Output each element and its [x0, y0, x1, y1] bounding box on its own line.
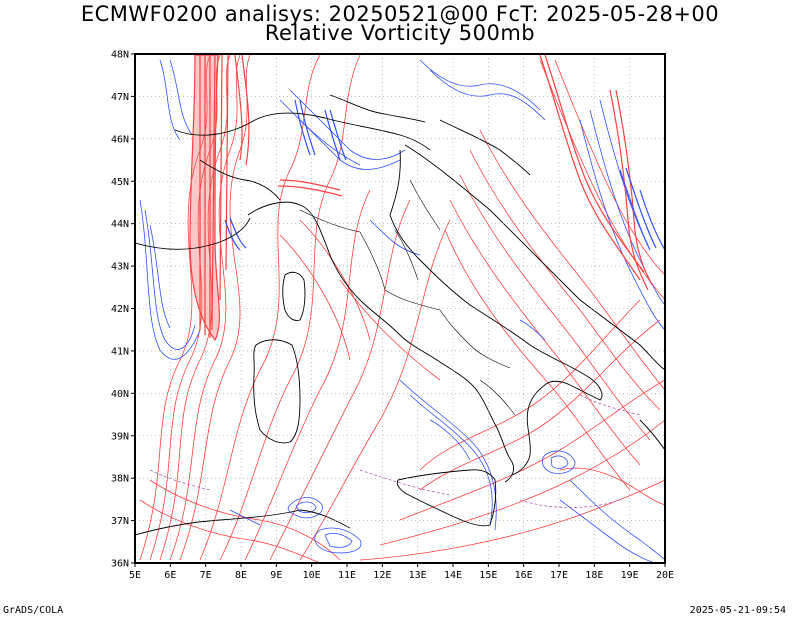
- map-subtitle: Relative Vorticity 500mb: [264, 21, 536, 45]
- lon-label: 7E: [200, 570, 212, 581]
- strong-negative-vorticity-bands: [224, 99, 665, 251]
- negative-vorticity-contours: [139, 59, 665, 563]
- lon-label: 5E: [129, 570, 141, 581]
- lon-label: 15E: [479, 570, 497, 581]
- lat-label: 43N: [111, 262, 129, 273]
- strong-positive-vorticity-bands: [189, 54, 653, 342]
- regional-borders: [299, 179, 516, 416]
- lon-label: 10E: [303, 570, 321, 581]
- positive-vorticity-contours: [139, 54, 665, 563]
- lat-label: 44N: [111, 219, 129, 230]
- lon-label: 20E: [656, 570, 674, 581]
- lon-label: 13E: [409, 570, 427, 581]
- lat-label: 46N: [111, 134, 129, 145]
- lat-label: 45N: [111, 177, 129, 188]
- lon-label: 6E: [164, 570, 176, 581]
- zero-vorticity-contours: [149, 394, 641, 508]
- lat-label: 39N: [111, 431, 129, 442]
- lat-label: 41N: [111, 346, 129, 357]
- lat-label: 48N: [111, 50, 129, 61]
- lon-label: 16E: [515, 570, 533, 581]
- axis-ticks: [131, 53, 666, 567]
- lon-label: 8E: [235, 570, 247, 581]
- longitude-axis-labels: 5E 6E 7E 8E 9E 10E 11E 12E 13E 14E 15E 16E 17E 18E 19E…: [129, 570, 674, 581]
- lon-label: 17E: [550, 570, 568, 581]
- latitude-axis-labels: 48N 47N 46N 45N 44N 43N 42N 41N 40N 39N 38N 37N 36N: [111, 50, 129, 570]
- lat-label: 40N: [111, 389, 129, 400]
- lon-label: 9E: [270, 570, 282, 581]
- coastlines: [135, 94, 665, 536]
- lat-label: 47N: [111, 92, 129, 103]
- lon-label: 11E: [338, 570, 356, 581]
- lat-label: 38N: [111, 474, 129, 485]
- lat-label: 37N: [111, 516, 129, 527]
- lat-label: 42N: [111, 304, 129, 315]
- lon-label: 12E: [373, 570, 391, 581]
- lon-label: 18E: [585, 570, 603, 581]
- map-title: ECMWF0200 analisys: 20250521@00 FcT: 202…: [80, 2, 720, 26]
- lon-label: 19E: [621, 570, 639, 581]
- lon-label: 14E: [444, 570, 462, 581]
- lat-label: 36N: [111, 559, 129, 570]
- footer-software-label: GrADS/COLA: [3, 605, 64, 616]
- footer-timestamp: 2025-05-21-09:54: [689, 605, 786, 616]
